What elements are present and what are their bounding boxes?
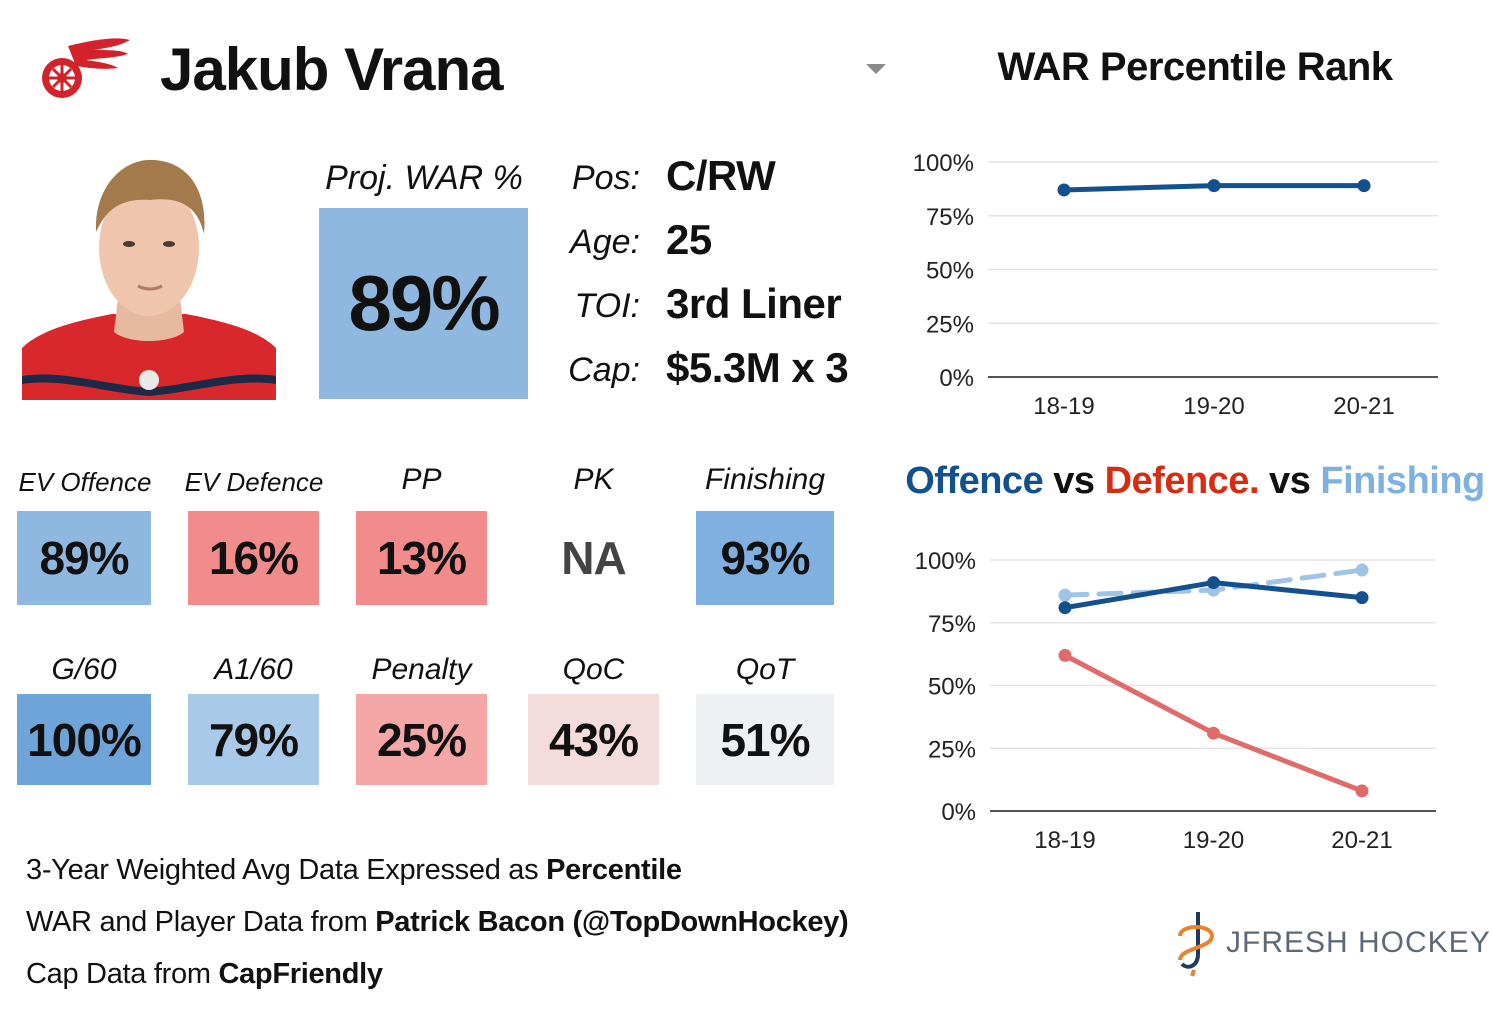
title-vs-1: vs <box>1043 460 1105 502</box>
pos-value: C/RW <box>666 152 776 199</box>
x-tick-label: 20-21 <box>1333 393 1394 420</box>
player-name: Jakub Vrana <box>160 36 504 103</box>
data-point <box>1057 183 1071 197</box>
x-tick-label: 19-20 <box>1183 827 1244 854</box>
g60-label: G/60 <box>51 653 117 686</box>
title-defence: Defence. <box>1104 460 1260 502</box>
x-tick-label: 18-19 <box>1034 827 1095 854</box>
ev-defence-value: 16% <box>188 511 319 605</box>
dropdown-caret-icon[interactable] <box>866 64 886 74</box>
brand-name: JFRESH HOCKEY <box>1226 926 1491 959</box>
footer-line-1: 3-Year Weighted Avg Data Expressed as Pe… <box>26 854 682 886</box>
y-tick-label: 75% <box>928 611 976 638</box>
y-tick-label: 25% <box>926 311 974 338</box>
data-point <box>1355 591 1369 605</box>
data-point <box>1058 588 1072 602</box>
brand: JFRESH HOCKEY <box>1176 908 1491 978</box>
team-logo <box>38 36 132 102</box>
toi-label: TOI: <box>574 287 641 325</box>
penalty-value: 25% <box>356 694 487 785</box>
toi-value: 3rd Liner <box>666 280 842 327</box>
y-tick-label: 75% <box>926 204 974 231</box>
age-label: Age: <box>570 223 640 261</box>
y-tick-label: 50% <box>928 674 976 701</box>
title-finishing: Finishing <box>1320 460 1485 502</box>
red-wings-wheel-icon <box>42 38 130 98</box>
player-headshot <box>22 148 276 400</box>
data-point <box>1207 576 1220 590</box>
data-point <box>1207 726 1220 740</box>
cap-value: $5.3M x 3 <box>666 344 849 391</box>
qot-value: 51% <box>696 694 834 785</box>
data-point <box>1355 784 1369 798</box>
data-point <box>1355 563 1369 577</box>
y-tick-label: 0% <box>941 799 976 826</box>
pp-value: 13% <box>356 511 487 605</box>
ovd-chart: 0% 25% 50% 75% 100% 18-19 19-20 20-21 <box>915 548 1436 854</box>
jfresh-logo-icon <box>1178 912 1215 977</box>
qoc-value: 43% <box>528 694 659 785</box>
cap-label: Cap: <box>568 351 640 389</box>
pos-label: Pos: <box>571 159 640 197</box>
age-value: 25 <box>666 216 712 263</box>
pp-label: PP <box>401 463 442 496</box>
x-tick-label: 18-19 <box>1033 393 1094 420</box>
proj-war-value: 89% <box>319 208 528 399</box>
war-chart-title: WAR Percentile Rank <box>997 45 1393 89</box>
series-line-defence <box>1062 652 1365 794</box>
ev-offence-value: 89% <box>17 511 151 605</box>
y-tick-label: 100% <box>913 150 974 177</box>
finishing-value: 93% <box>696 511 834 605</box>
war-percentile-chart: 0% 25% 50% 75% 100% 18-19 19-20 20-21 <box>913 150 1438 420</box>
ovd-chart-title: Offence vs Defence. vs Finishing <box>905 456 1485 506</box>
y-tick-label: 100% <box>915 548 976 575</box>
a160-label: A1/60 <box>214 653 293 686</box>
data-point <box>1207 179 1221 193</box>
x-tick-label: 19-20 <box>1183 393 1244 420</box>
data-point <box>1058 601 1072 615</box>
x-tick-label: 20-21 <box>1331 827 1392 854</box>
y-tick-label: 50% <box>926 258 974 285</box>
title-vs-2: vs <box>1259 460 1321 502</box>
ev-defence-label: EV Defence <box>184 467 324 497</box>
data-point <box>1058 648 1072 662</box>
data-point <box>1357 179 1371 193</box>
footer-line-3: Cap Data from CapFriendly <box>26 958 383 990</box>
g60-value: 100% <box>17 694 151 785</box>
title-offence: Offence <box>905 460 1044 502</box>
finishing-label: Finishing <box>704 463 826 496</box>
a160-value: 79% <box>188 694 319 785</box>
ev-offence-label: EV Offence <box>18 467 152 497</box>
proj-war-label: Proj. WAR % <box>325 159 523 197</box>
pk-value: NA <box>528 511 659 605</box>
pk-label: PK <box>573 463 614 496</box>
y-tick-label: 0% <box>939 365 974 392</box>
qoc-label: QoC <box>562 653 625 686</box>
qot-label: QoT <box>735 653 795 686</box>
penalty-label: Penalty <box>371 653 472 686</box>
footer-line-2: WAR and Player Data from Patrick Bacon (… <box>26 906 849 938</box>
y-tick-label: 25% <box>928 736 976 763</box>
